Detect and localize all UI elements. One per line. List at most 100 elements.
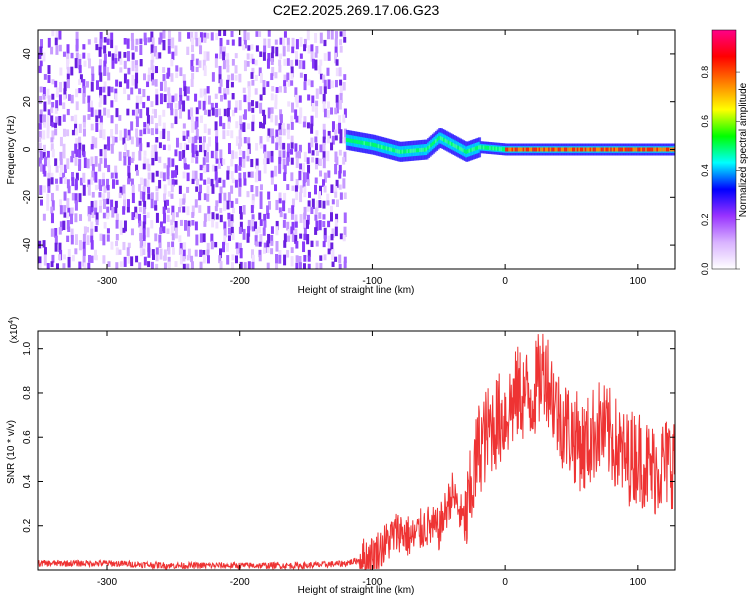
heatmap-cell	[194, 144, 198, 155]
heatmap-cell	[87, 39, 91, 45]
heatmap-cell	[174, 93, 178, 102]
heatmap-cell	[254, 235, 258, 246]
heatmap-cell	[47, 157, 51, 168]
heatmap-band-core	[536, 147, 540, 152]
heatmap-cell	[70, 66, 74, 76]
heatmap-cell	[266, 158, 270, 165]
heatmap-cell	[290, 213, 294, 220]
heatmap-cell	[50, 206, 54, 214]
heatmap-cell	[58, 94, 62, 106]
heatmap-cell	[207, 128, 211, 135]
heatmap-cell	[150, 271, 153, 281]
heatmap-band-core	[624, 147, 628, 152]
heatmap-cell	[331, 249, 335, 257]
heatmap-cell	[278, 249, 282, 258]
heatmap-cell	[155, 52, 159, 60]
heatmap-cell	[206, 242, 210, 253]
heatmap-cell	[203, 150, 207, 157]
heatmap-cell	[187, 248, 191, 258]
heatmap-cell	[279, 86, 283, 93]
heatmap-band-core	[478, 145, 482, 150]
heatmap-cell	[163, 193, 167, 203]
heatmap-cell	[206, 163, 210, 173]
heatmap-cell	[222, 46, 226, 57]
heatmap-cell	[162, 144, 166, 151]
heatmap-cell	[103, 81, 107, 90]
heatmap-band-core	[635, 147, 639, 152]
heatmap-cell	[206, 143, 210, 152]
heatmap-cell	[82, 241, 86, 250]
heatmap-cell	[326, 150, 330, 162]
heatmap-cell	[275, 226, 279, 236]
heatmap-cell	[322, 200, 326, 209]
heatmap-band-core	[450, 142, 454, 147]
heatmap-cell	[42, 130, 46, 140]
heatmap-cell	[62, 220, 66, 231]
heatmap-cell	[78, 240, 82, 251]
heatmap-cell	[283, 233, 287, 243]
heatmap-cell	[167, 67, 171, 77]
heatmap-cell	[42, 213, 46, 221]
heatmap-band-core	[414, 148, 418, 153]
heatmap-cell	[207, 109, 211, 117]
heatmap-cell	[182, 206, 186, 213]
heatmap-cell	[174, 227, 178, 239]
heatmap-cell	[319, 269, 322, 279]
heatmap-cell	[75, 38, 79, 49]
heatmap-cell	[55, 100, 59, 111]
heatmap-cell	[300, 271, 303, 282]
heatmap-cell	[183, 242, 187, 251]
heatmap-cell	[338, 122, 342, 134]
heatmap-cell	[158, 52, 162, 59]
heatmap-cell	[171, 158, 175, 167]
heatmap-cell	[278, 53, 282, 59]
heatmap-cell	[46, 263, 50, 269]
heatmap-cell	[195, 234, 199, 246]
heatmap-cell	[242, 158, 246, 168]
heatmap-cell	[310, 123, 314, 134]
heatmap-cell	[226, 242, 230, 252]
heatmap-cell	[314, 163, 318, 170]
heatmap-cell	[139, 240, 143, 249]
heatmap-cell	[339, 93, 343, 103]
heatmap-cell	[183, 163, 187, 170]
heatmap-cell	[188, 271, 191, 279]
heatmap-cell	[203, 109, 207, 115]
heatmap-cell	[38, 142, 42, 153]
heatmap-cell	[230, 226, 234, 236]
heatmap-cell	[162, 226, 166, 234]
heatmap-cell	[167, 247, 171, 255]
heatmap-cell	[326, 30, 330, 40]
heatmap-cell	[294, 87, 298, 98]
y-tick-label: 0.6	[22, 430, 33, 444]
heatmap-cell	[210, 32, 214, 41]
x-tick-label: -300	[97, 276, 117, 287]
heatmap-cell	[70, 207, 74, 216]
heatmap-cell	[254, 59, 258, 66]
heatmap-band-core	[618, 147, 622, 152]
heatmap-cell	[195, 107, 199, 115]
heatmap-band-core	[449, 141, 453, 146]
heatmap-cell	[90, 123, 94, 131]
heatmap-cell	[234, 255, 238, 264]
heatmap-cell	[135, 102, 139, 114]
heatmap-cell	[154, 200, 158, 210]
heatmap-cell	[51, 93, 55, 100]
heatmap-cell	[115, 213, 119, 222]
heatmap-cell	[230, 200, 234, 208]
heatmap-cell	[303, 116, 307, 128]
heatmap-cell	[262, 52, 266, 61]
heatmap-cell	[295, 100, 299, 108]
heatmap-band-core	[433, 140, 437, 145]
heatmap-cell	[122, 184, 126, 196]
heatmap-cell	[78, 123, 82, 134]
heatmap-cell	[267, 191, 271, 200]
chart-title: C2E2.2025.269.17.06.G23	[272, 2, 440, 18]
heatmap-cell	[171, 205, 175, 216]
heatmap-cell	[290, 142, 294, 149]
heatmap-cell	[143, 214, 147, 225]
heatmap-cell	[50, 107, 54, 114]
heatmap-cell	[278, 198, 282, 204]
heatmap-cell	[251, 114, 255, 124]
heatmap-cell	[183, 157, 187, 169]
